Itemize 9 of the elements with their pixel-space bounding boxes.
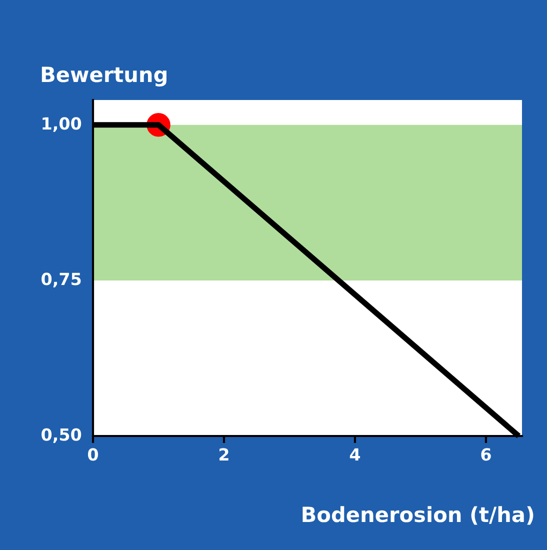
x-tick-label: 0 — [88, 448, 98, 461]
x-axis-title: Bodenerosion (t/ha) — [302, 506, 534, 525]
y-tick-label: 0,75 — [42, 272, 81, 288]
x-tick-label: 6 — [481, 448, 491, 461]
y-axis-title: Bewertung — [42, 66, 166, 86]
x-tick-label: 2 — [220, 448, 228, 460]
y-tick-label: 0,50 — [42, 428, 82, 443]
x-tick-label: 4 — [350, 448, 360, 460]
y-tick-label: 1,00 — [42, 117, 82, 132]
